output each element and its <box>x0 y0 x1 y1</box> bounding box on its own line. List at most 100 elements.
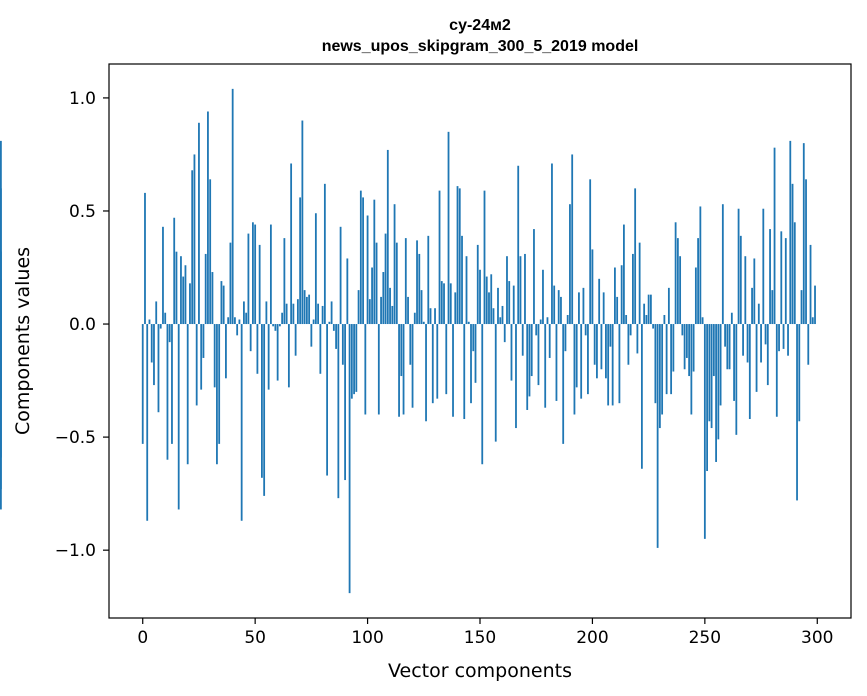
bar <box>575 324 578 388</box>
bar <box>692 324 695 372</box>
bar <box>202 324 205 358</box>
bar <box>150 324 153 363</box>
y-tick-label: 0.0 <box>69 315 96 335</box>
bar <box>778 324 780 352</box>
bar <box>296 299 299 325</box>
bar <box>805 179 807 325</box>
bar <box>299 197 302 325</box>
bar <box>746 324 749 363</box>
bar <box>470 324 472 404</box>
bar <box>375 242 378 325</box>
bar <box>348 324 351 594</box>
bar <box>580 324 583 399</box>
bar <box>472 324 475 352</box>
x-tick-label: 200 <box>576 628 608 648</box>
bar <box>712 324 715 377</box>
bar <box>742 324 744 356</box>
bar <box>497 287 499 325</box>
bar <box>305 296 308 325</box>
bar <box>730 312 733 325</box>
bar <box>195 324 198 406</box>
bar <box>733 324 735 401</box>
bar <box>544 324 547 408</box>
bar <box>483 190 486 325</box>
bar <box>793 222 796 325</box>
bar <box>780 231 783 325</box>
bar <box>605 324 607 379</box>
bar <box>488 292 490 325</box>
bar <box>452 324 454 417</box>
bar <box>517 165 520 325</box>
bar <box>362 197 364 325</box>
bar <box>166 324 169 460</box>
bar <box>465 256 468 325</box>
bar <box>629 324 632 336</box>
bar <box>569 204 571 325</box>
bar <box>456 186 459 325</box>
bar <box>407 296 409 325</box>
bar <box>173 217 176 325</box>
bar <box>267 324 270 390</box>
bar <box>706 324 708 472</box>
bar <box>339 226 342 325</box>
bar <box>652 324 655 329</box>
bar <box>386 149 389 325</box>
bar <box>269 224 272 325</box>
bar <box>440 281 443 325</box>
bar <box>479 269 481 325</box>
bar <box>371 267 373 325</box>
bar <box>481 324 484 465</box>
bar <box>715 324 717 462</box>
bar <box>762 208 765 325</box>
bar <box>721 204 724 325</box>
bar <box>571 154 574 325</box>
bar <box>627 324 630 365</box>
bar <box>218 324 221 444</box>
bar <box>526 324 529 410</box>
bar <box>503 324 506 343</box>
bar <box>319 324 322 374</box>
bar <box>591 249 594 325</box>
bar <box>512 285 515 325</box>
bar <box>425 324 427 422</box>
bar <box>611 324 614 406</box>
bar <box>458 188 461 325</box>
bar <box>308 294 311 325</box>
bar <box>530 324 533 377</box>
bar <box>690 324 693 415</box>
bar <box>153 324 155 386</box>
y-axis-label: Components values <box>12 247 34 435</box>
bar <box>625 315 628 325</box>
bar <box>141 324 144 444</box>
bar <box>431 324 434 404</box>
bar <box>670 324 673 395</box>
bar <box>537 324 540 386</box>
y-tick-label: 1.0 <box>69 89 96 109</box>
bar <box>283 238 286 325</box>
bar <box>724 324 726 347</box>
bar <box>0 251 2 325</box>
bar <box>535 324 538 336</box>
bar <box>290 163 293 325</box>
bar <box>350 324 353 399</box>
bar <box>243 301 245 325</box>
bar <box>229 242 232 325</box>
bar <box>560 296 562 325</box>
bar <box>766 324 769 386</box>
bar <box>562 324 565 444</box>
bar <box>177 324 180 510</box>
bar <box>285 303 288 325</box>
bar <box>240 324 243 521</box>
bar <box>0 140 2 325</box>
bar <box>737 208 740 325</box>
bar <box>683 324 686 370</box>
bar <box>368 299 371 325</box>
bar <box>564 324 567 352</box>
bar <box>148 319 151 325</box>
bar <box>787 324 789 356</box>
bar <box>393 204 396 325</box>
bar <box>353 324 355 395</box>
bar <box>634 188 637 325</box>
bar <box>710 324 713 429</box>
